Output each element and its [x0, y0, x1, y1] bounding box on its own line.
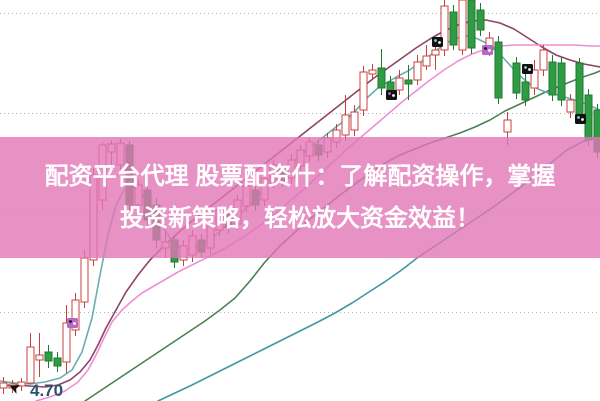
arrow-marker-icon: ➤ — [5, 377, 24, 398]
marker-dot — [484, 47, 487, 50]
marker-dot — [69, 320, 72, 323]
candle-body — [449, 11, 458, 46]
candle-body — [80, 257, 89, 303]
candle-body — [467, 0, 476, 49]
candle-body — [494, 41, 503, 99]
candle-body — [539, 49, 548, 71]
marker-dot — [73, 322, 76, 325]
candle-body — [584, 94, 593, 141]
candle-body — [431, 49, 440, 56]
marker-dot — [577, 116, 580, 119]
candle-body — [413, 61, 422, 81]
marker-dot — [392, 94, 395, 97]
candle-body — [476, 9, 485, 31]
candle-body — [17, 381, 26, 387]
pattern-marker — [575, 114, 586, 124]
banner-text-line1: 配资平台代理 股票配资什：了解配资操作，掌握 — [44, 162, 556, 190]
marker-dot — [524, 66, 527, 69]
banner-text-line2: 投资新策略，轻松放大资金效益！ — [120, 204, 480, 232]
candle-body — [530, 69, 539, 89]
pattern-marker — [386, 90, 397, 100]
candle-body — [575, 62, 584, 116]
marker-dot — [528, 68, 531, 71]
pattern-marker — [432, 37, 443, 47]
candle-body — [341, 114, 350, 136]
candle-body — [0, 382, 8, 389]
candle-body — [440, 5, 449, 51]
candle-body — [8, 383, 17, 389]
pattern-marker — [482, 45, 493, 55]
marker-dot — [438, 41, 441, 44]
candle-body — [395, 77, 404, 91]
candle-body — [503, 119, 512, 133]
marker-dot — [388, 92, 391, 95]
candle-body — [557, 62, 566, 101]
candle-body — [548, 61, 557, 96]
candle-body — [26, 346, 35, 384]
candle-body — [71, 299, 80, 331]
marker-dot — [488, 49, 491, 52]
pattern-marker — [67, 318, 78, 328]
candle-body — [404, 79, 413, 85]
price-label: 4.70 — [30, 381, 64, 400]
candle-body — [44, 351, 53, 362]
candle-body — [512, 62, 521, 94]
candle-body — [521, 81, 530, 101]
candle-body — [377, 67, 386, 89]
candle-body — [566, 99, 575, 113]
candle-body — [458, 0, 467, 51]
candle-body — [368, 69, 377, 75]
promo-banner-overlay: 配资平台代理 股票配资什：了解配资操作，掌握 投资新策略，轻松放大资金效益！ — [0, 137, 600, 258]
pattern-marker — [522, 64, 533, 74]
marker-dot — [434, 39, 437, 42]
candle-body — [53, 357, 62, 367]
candle-body — [359, 71, 368, 111]
candle-body — [62, 322, 71, 363]
candle-body — [422, 55, 431, 67]
candle-body — [350, 111, 359, 131]
candle-body — [35, 354, 44, 361]
marker-dot — [581, 118, 584, 121]
